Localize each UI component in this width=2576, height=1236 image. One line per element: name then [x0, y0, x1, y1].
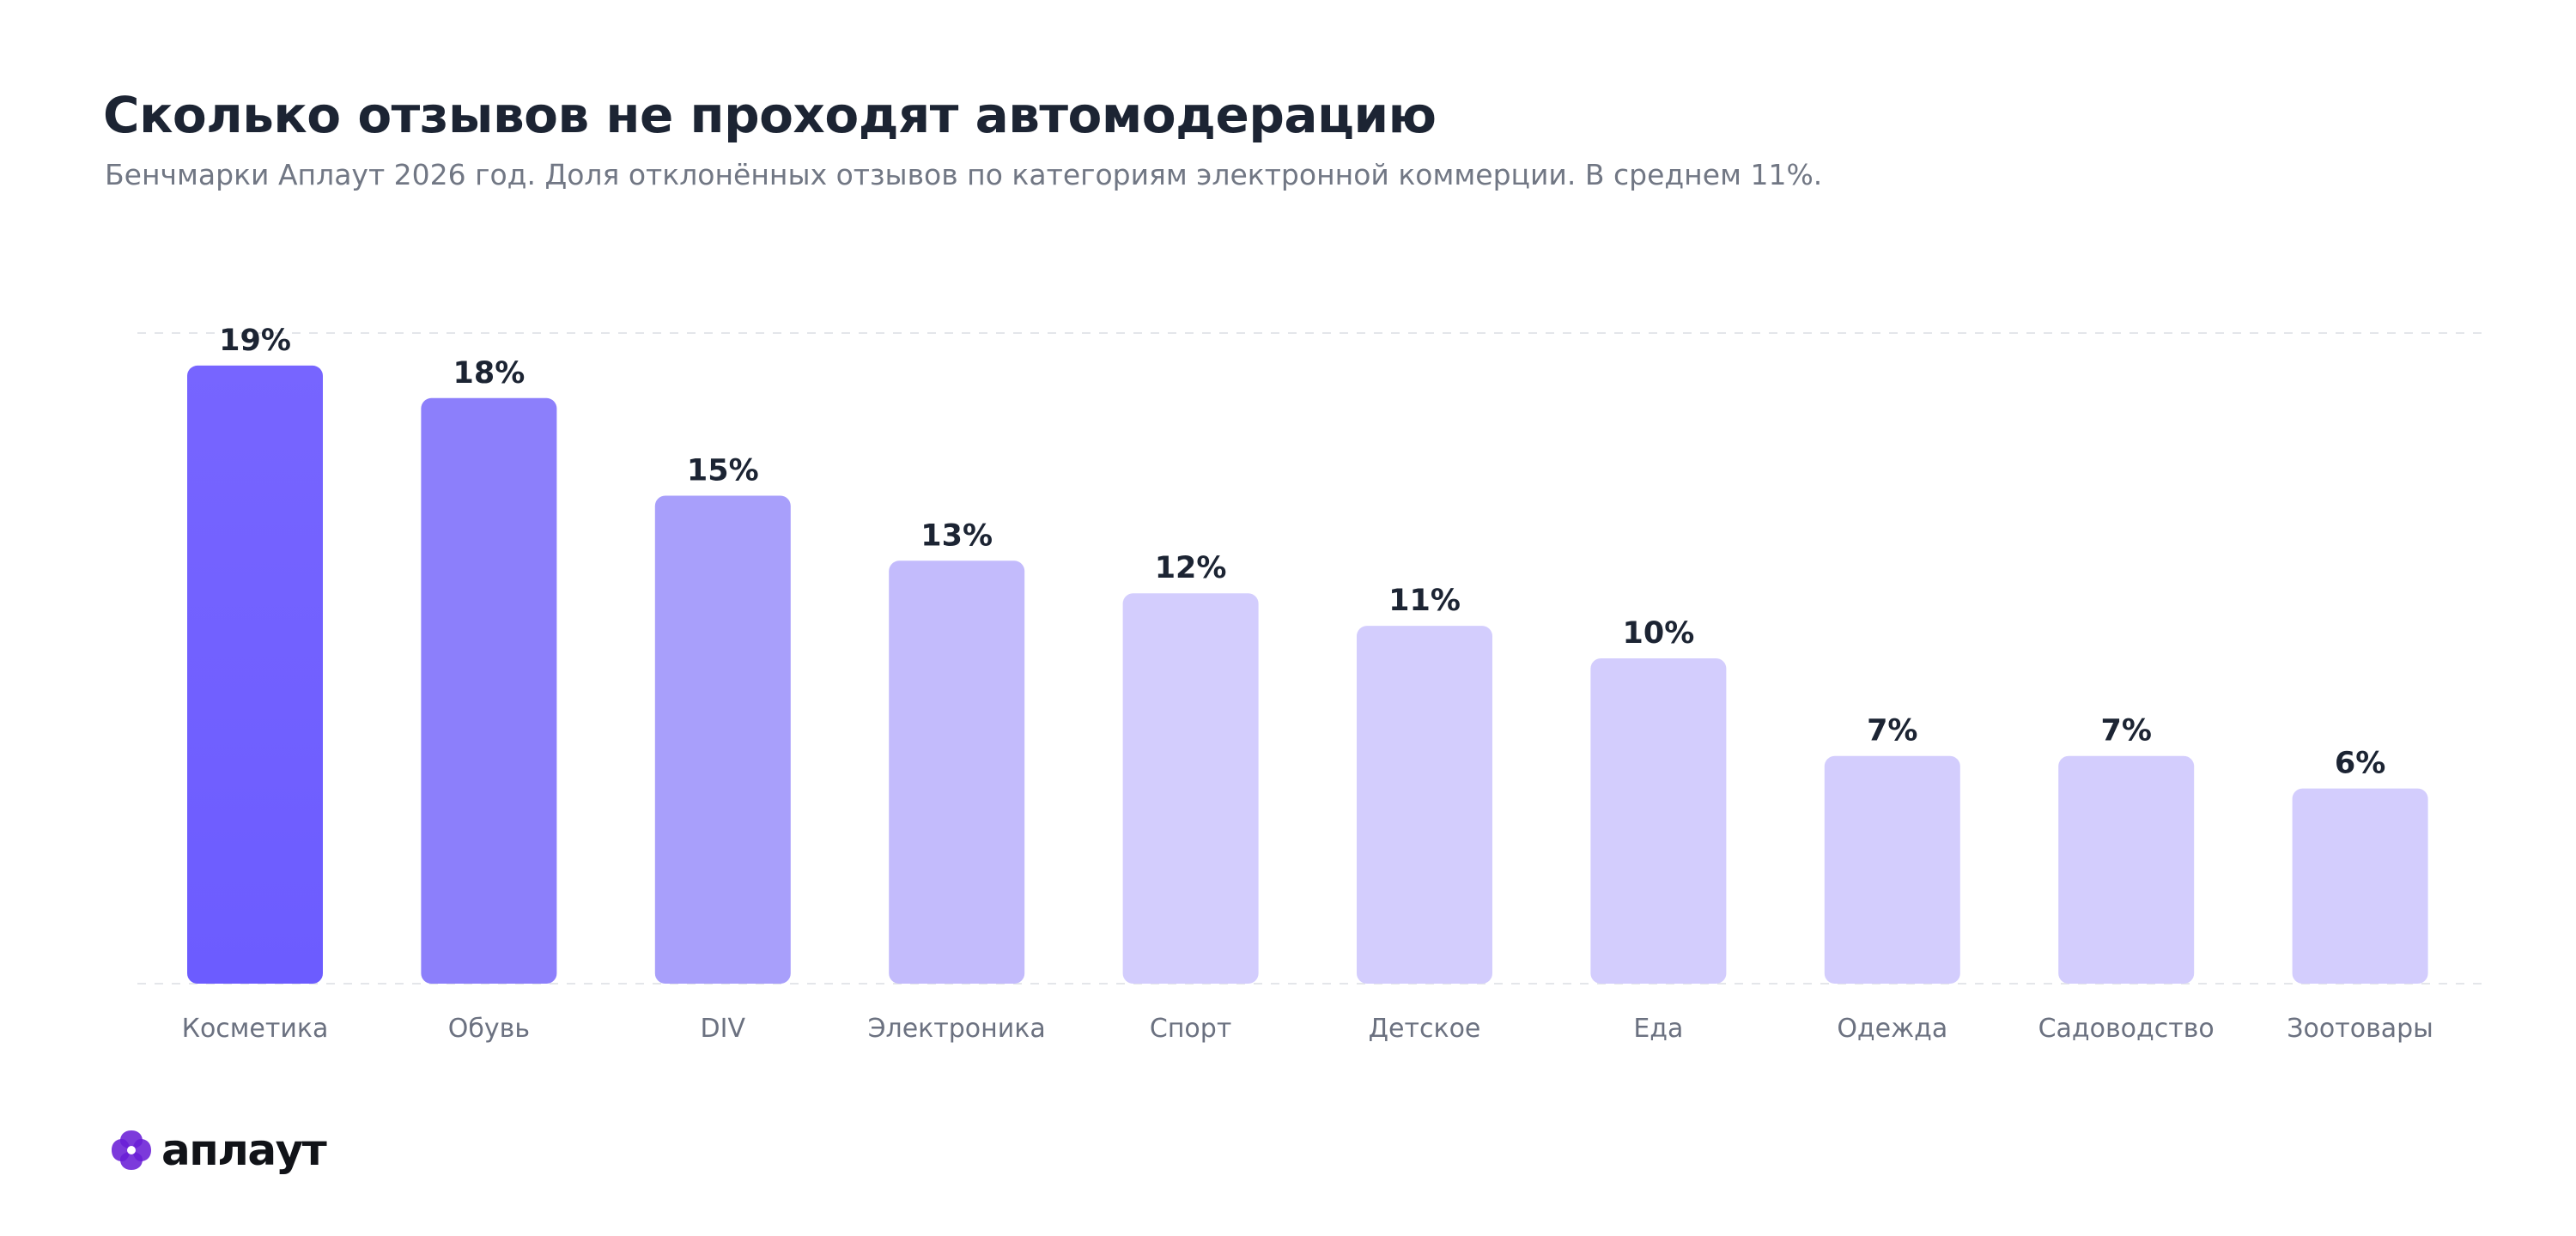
bar-1: [187, 365, 323, 984]
category-labels: Косметика Обувь DIV Электроника Спорт Детское…: [182, 1014, 2433, 1044]
aplaut-logo-icon: [112, 1130, 151, 1170]
bar-6: [1357, 626, 1492, 984]
category-label: Еда: [1633, 1014, 1683, 1044]
bar-5: [1122, 593, 1259, 984]
value-label: 11%: [1388, 584, 1461, 618]
value-label: 18%: [453, 356, 526, 391]
bar-7: [1590, 658, 1727, 984]
category-label: Электроника: [868, 1014, 1046, 1044]
value-label: 6%: [2335, 747, 2385, 781]
bar-10: [2292, 788, 2428, 984]
value-label: 15%: [687, 454, 759, 488]
value-label: 13%: [920, 518, 993, 553]
category-label: Зоотовары: [2287, 1014, 2433, 1044]
chart-title: Сколько отзывов не проходят автомодераци…: [103, 86, 1437, 144]
value-label: 12%: [1155, 551, 1227, 585]
bars: [187, 365, 2428, 984]
value-label: 10%: [1623, 616, 1695, 651]
category-label: DIV: [701, 1014, 746, 1044]
chart-subtitle: Бенчмарки Аплаут 2026 год. Доля отклонён…: [105, 158, 1823, 191]
value-label: 7%: [1867, 714, 1917, 748]
bar-3: [654, 495, 791, 984]
bar-4: [889, 560, 1025, 984]
category-label: Спорт: [1150, 1014, 1231, 1044]
bar-8: [1824, 755, 1960, 984]
grid-lines: [137, 332, 2482, 985]
bar-9: [2058, 755, 2195, 984]
category-label: Одежда: [1837, 1014, 1947, 1044]
category-label: Обувь: [448, 1014, 530, 1044]
logo-text: аплаут: [161, 1125, 327, 1175]
category-label: Детское: [1369, 1014, 1481, 1044]
bar-2: [421, 397, 557, 984]
category-label: Косметика: [182, 1014, 329, 1044]
value-label: 7%: [2100, 714, 2151, 748]
category-label: Садоводство: [2038, 1014, 2215, 1044]
aplaut-logo: аплаут: [108, 1123, 327, 1178]
value-label: 19%: [219, 324, 291, 358]
value-labels: 19% 18% 15% 13% 12% 11% 10% 7% 7% 6%: [219, 324, 2385, 781]
